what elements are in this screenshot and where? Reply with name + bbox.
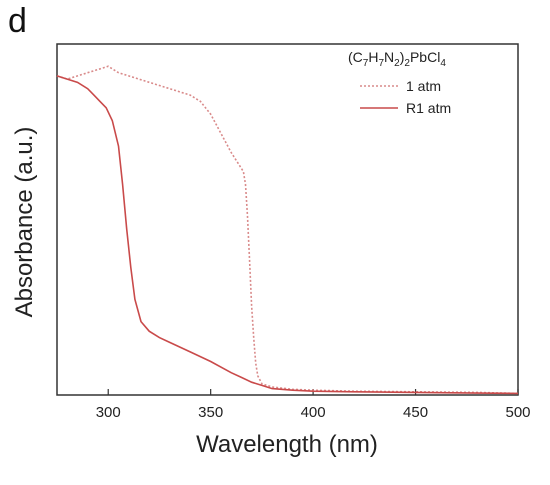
x-axis-ticks: 300 350 400 450 500 (96, 389, 531, 421)
series-group (56, 65, 519, 395)
x-tick-label: 400 (301, 404, 326, 421)
legend-title-sub: 7 (378, 58, 384, 69)
legend-title-part: PbCl (410, 49, 440, 65)
panel-label: d (8, 2, 27, 40)
legend-title-sub: 2 (394, 58, 400, 69)
legend-title-sub: 2 (404, 58, 410, 69)
legend-title-part: (C (348, 49, 363, 65)
series-line-r1-atm (56, 75, 519, 395)
legend-title-sub: 4 (440, 58, 446, 69)
x-tick-label: 350 (198, 404, 223, 421)
legend-title: (C7H7N2)2PbCl4 (348, 49, 446, 69)
y-axis-label: Absorbance (a.u.) (11, 127, 38, 318)
x-tick-label: 300 (96, 404, 121, 421)
legend-label-1-atm: 1 atm (406, 78, 441, 94)
legend-title-sub: 7 (363, 58, 369, 69)
legend-title-part: N (384, 49, 394, 65)
plot-frame (56, 43, 519, 396)
legend: (C7H7N2)2PbCl4 1 atm R1 atm (348, 49, 451, 116)
x-axis-label: Wavelength (nm) (196, 431, 378, 458)
legend-label-r1-atm: R1 atm (406, 100, 451, 116)
legend-title-part: ) (400, 49, 405, 65)
series-line-1-atm (56, 65, 519, 395)
legend-title-part: H (368, 49, 378, 65)
x-tick-label: 450 (403, 404, 428, 421)
x-tick-label: 500 (505, 404, 530, 421)
